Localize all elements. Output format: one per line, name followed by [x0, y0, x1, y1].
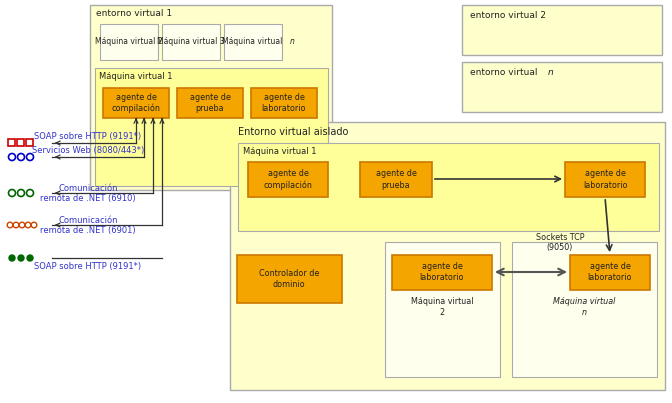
Bar: [17, 139, 24, 146]
Bar: [565, 162, 645, 197]
Bar: [177, 88, 243, 118]
Text: agente de
compilación: agente de compilación: [263, 169, 312, 190]
Bar: [103, 88, 169, 118]
Text: Controlador de
dominio: Controlador de dominio: [259, 269, 319, 289]
Bar: [224, 24, 282, 60]
Text: Máquina virtual
$n$: Máquina virtual $n$: [553, 297, 615, 317]
Bar: [251, 88, 317, 118]
Text: agente de
laboratorio: agente de laboratorio: [583, 169, 627, 189]
Bar: [360, 162, 432, 197]
Text: Máquina virtual: Máquina virtual: [222, 37, 284, 46]
Bar: [100, 24, 158, 60]
Text: Máquina virtual 3: Máquina virtual 3: [157, 37, 225, 46]
Text: $n$: $n$: [547, 68, 554, 77]
Bar: [95, 68, 328, 186]
Text: Comunicación
remota de .NET (6901): Comunicación remota de .NET (6901): [40, 216, 136, 235]
Bar: [385, 242, 500, 377]
Text: agente de
prueba: agente de prueba: [190, 93, 230, 113]
Text: Máquina virtual 1: Máquina virtual 1: [99, 72, 173, 81]
Bar: [90, 5, 332, 190]
Text: Servicios Web (8080/443*): Servicios Web (8080/443*): [32, 146, 144, 155]
Text: entorno virtual: entorno virtual: [470, 68, 540, 77]
Bar: [26, 139, 33, 146]
Text: agente de
laboratorio: agente de laboratorio: [262, 93, 306, 113]
Text: agente de
compilación: agente de compilación: [112, 93, 161, 113]
Circle shape: [18, 255, 24, 261]
Bar: [230, 122, 665, 390]
Text: Sockets TCP
(9050): Sockets TCP (9050): [536, 233, 584, 252]
Text: Máquina virtual 1: Máquina virtual 1: [243, 147, 317, 156]
Bar: [392, 255, 492, 290]
Text: SOAP sobre HTTP (9191*): SOAP sobre HTTP (9191*): [34, 132, 142, 141]
Text: agente de
prueba: agente de prueba: [376, 169, 417, 189]
Circle shape: [27, 255, 33, 261]
Bar: [237, 255, 342, 303]
Bar: [512, 242, 657, 377]
Bar: [162, 24, 220, 60]
Text: SOAP sobre HTTP (9191*): SOAP sobre HTTP (9191*): [34, 262, 142, 271]
Text: $n$: $n$: [289, 37, 295, 46]
Circle shape: [9, 255, 15, 261]
Text: entorno virtual 2: entorno virtual 2: [470, 11, 546, 20]
Bar: [462, 5, 662, 55]
Text: Comunicación
remota de .NET (6910): Comunicación remota de .NET (6910): [40, 184, 136, 204]
Text: agente de
laboratorio: agente de laboratorio: [420, 262, 464, 282]
Bar: [570, 255, 650, 290]
Bar: [8, 139, 15, 146]
Bar: [462, 62, 662, 112]
Text: agente de
laboratorio: agente de laboratorio: [588, 262, 632, 282]
Bar: [238, 143, 659, 231]
Bar: [248, 162, 328, 197]
Text: Entorno virtual aislado: Entorno virtual aislado: [238, 127, 348, 137]
Text: Máquina virtual 2: Máquina virtual 2: [95, 37, 163, 46]
Text: entorno virtual 1: entorno virtual 1: [96, 9, 172, 18]
Text: Máquina virtual
2: Máquina virtual 2: [411, 297, 473, 317]
